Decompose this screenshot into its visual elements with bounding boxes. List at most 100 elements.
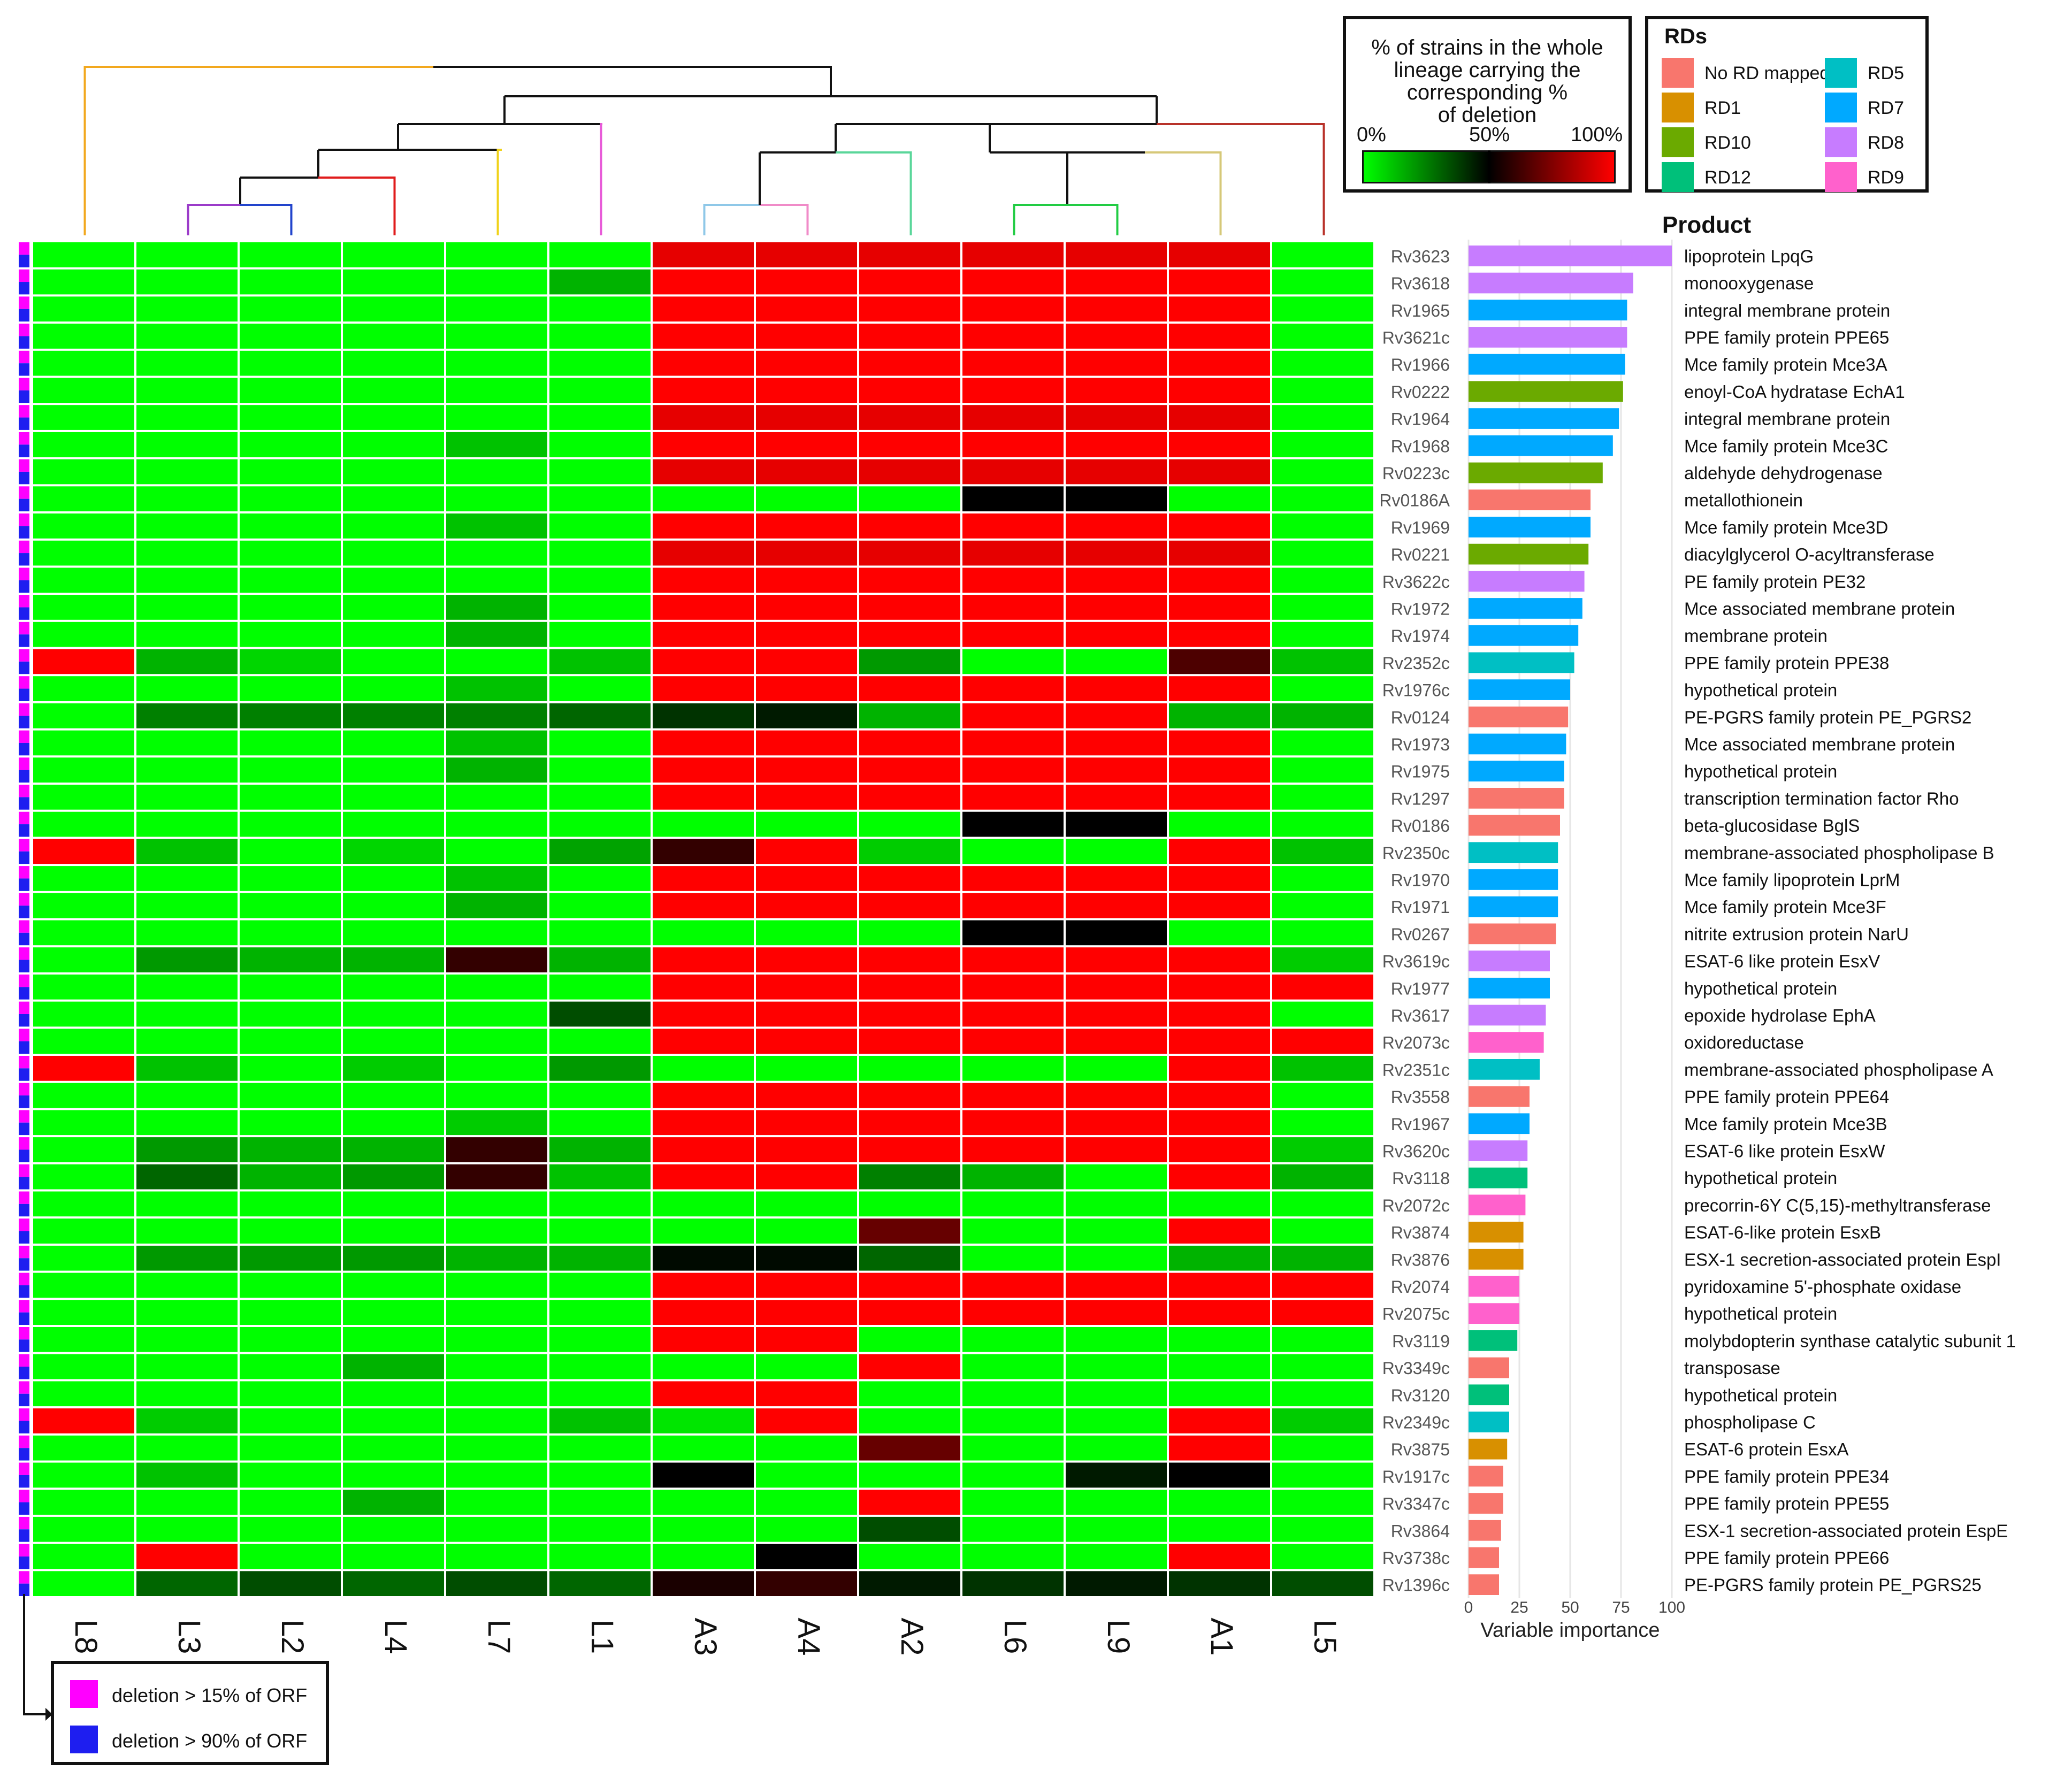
heatmap-cell xyxy=(653,893,754,918)
product-label: beta-glucosidase BglS xyxy=(1684,816,1860,835)
heatmap-cell xyxy=(962,811,1064,837)
heatmap-cell xyxy=(33,324,134,349)
heatmap-cell xyxy=(962,1056,1064,1081)
heatmap-cell xyxy=(343,1435,444,1461)
rd-label: RD9 xyxy=(1868,167,1905,188)
heatmap-cell xyxy=(859,1327,960,1352)
rd-label: RD5 xyxy=(1868,63,1905,83)
heatmap-cell xyxy=(549,622,651,647)
heatmap-cell xyxy=(859,405,960,430)
deletion90-marker xyxy=(19,1122,29,1136)
heatmap-cell xyxy=(446,757,547,783)
heatmap-cell xyxy=(962,405,1064,430)
heatmap-cell xyxy=(549,866,651,891)
heatmap-cell xyxy=(446,324,547,349)
deletion15-marker xyxy=(19,296,29,309)
importance-bar xyxy=(1469,977,1550,999)
heatmap-cell xyxy=(343,1137,444,1162)
deletion15-label: deletion > 15% of ORF xyxy=(112,1684,308,1706)
heatmap-cell xyxy=(962,1354,1064,1379)
heatmap-cell xyxy=(33,540,134,566)
heatmap-cell xyxy=(653,1544,754,1569)
heatmap-cell xyxy=(859,676,960,701)
heatmap-cell xyxy=(1272,1137,1373,1162)
heatmap-cell xyxy=(33,1327,134,1352)
heatmap-cell xyxy=(1169,324,1270,349)
heatmap-cell xyxy=(33,1218,134,1244)
deletion15-marker xyxy=(19,893,29,906)
heatmap-cell xyxy=(962,1408,1064,1433)
deletion15-marker xyxy=(19,1571,29,1584)
heatmap-cell xyxy=(962,324,1064,349)
importance-bar xyxy=(1469,1357,1509,1378)
heatmap-cell xyxy=(653,296,754,322)
heatmap-cell xyxy=(962,378,1064,403)
heatmap-cell xyxy=(240,1435,341,1461)
heatmap-cell xyxy=(343,649,444,674)
heatmap-cell xyxy=(446,432,547,457)
heatmap-cell xyxy=(549,703,651,729)
heatmap-cell xyxy=(756,1327,857,1352)
importance-bar xyxy=(1469,788,1564,809)
heatmap-cell xyxy=(33,1381,134,1407)
heatmap-cell xyxy=(962,1029,1064,1054)
heatmap-cell xyxy=(343,1083,444,1108)
gene-label: Rv3876 xyxy=(1391,1250,1450,1269)
heatmap-cell xyxy=(756,1110,857,1136)
heatmap-cell xyxy=(136,513,238,539)
heatmap-cell xyxy=(653,486,754,511)
heatmap-cell xyxy=(136,649,238,674)
heatmap-cell xyxy=(859,1272,960,1298)
heatmap-cell xyxy=(446,920,547,946)
heatmap-cell xyxy=(962,595,1064,620)
importance-bar xyxy=(1469,706,1569,727)
heatmap-cell xyxy=(859,1245,960,1271)
heatmap-cell xyxy=(1272,269,1373,295)
heatmap-cell xyxy=(859,1381,960,1407)
heatmap-cell xyxy=(1066,432,1167,457)
heatmap-cell xyxy=(1066,1435,1167,1461)
heatmap-cell xyxy=(136,1272,238,1298)
heatmap-cell xyxy=(653,1110,754,1136)
heatmap-cell xyxy=(343,1408,444,1433)
heatmap-cell xyxy=(756,622,857,647)
importance-bar xyxy=(1469,815,1560,836)
heatmap-cell xyxy=(1169,622,1270,647)
heatmap-cell xyxy=(136,622,238,647)
heatmap-cell xyxy=(343,1381,444,1407)
heatmap-cell xyxy=(33,1001,134,1027)
heatmap-cell xyxy=(549,1245,651,1271)
importance-bar xyxy=(1469,1059,1540,1080)
deletion90-marker xyxy=(19,1149,29,1162)
gradient-label-50: 50% xyxy=(1469,124,1510,146)
heatmap-cell xyxy=(33,378,134,403)
heatmap-cell xyxy=(653,730,754,756)
heatmap-cell xyxy=(136,378,238,403)
heatmap-cell xyxy=(1272,676,1373,701)
heatmap-cell xyxy=(446,1272,547,1298)
heatmap-cell xyxy=(343,405,444,430)
deletion15-marker xyxy=(19,757,29,770)
heatmap-cell xyxy=(343,1571,444,1596)
heatmap-cell xyxy=(962,622,1064,647)
heatmap-cell xyxy=(33,947,134,972)
deletion90-marker xyxy=(19,1041,29,1054)
importance-bar xyxy=(1469,1032,1544,1053)
heatmap-cell xyxy=(343,1191,444,1217)
heatmap-cell xyxy=(33,1110,134,1136)
product-label: Mce family protein Mce3F xyxy=(1684,897,1886,917)
heatmap-cell xyxy=(859,1137,960,1162)
heatmap-cell xyxy=(240,703,341,729)
heatmap-cell xyxy=(756,1191,857,1217)
heatmap-cell xyxy=(1272,1571,1373,1596)
importance-bar xyxy=(1469,1222,1524,1243)
heatmap-cell xyxy=(446,350,547,376)
heatmap-cell xyxy=(446,568,547,593)
rd-swatch xyxy=(1825,127,1857,157)
heatmap-cell xyxy=(1169,540,1270,566)
deletion15-marker xyxy=(19,378,29,390)
heatmap-cell xyxy=(136,1056,238,1081)
heatmap-cell xyxy=(653,649,754,674)
heatmap-cell xyxy=(446,1218,547,1244)
product-label: hypothetical protein xyxy=(1684,978,1837,998)
